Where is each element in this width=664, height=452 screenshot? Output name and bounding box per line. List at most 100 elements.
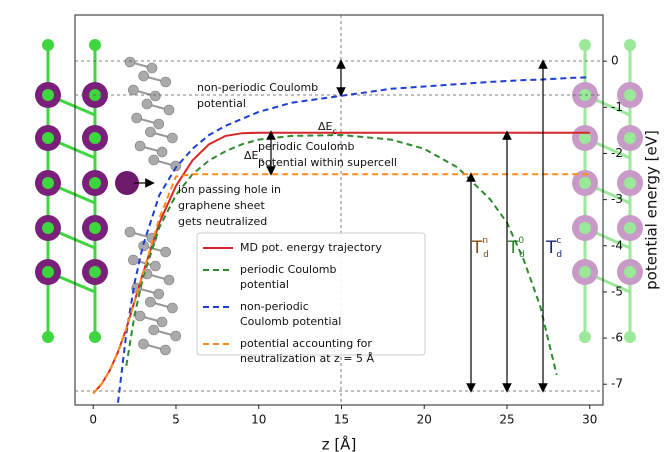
- atom: [160, 344, 171, 356]
- atom: [153, 288, 165, 300]
- y-tick-label: -7: [611, 377, 623, 391]
- y-tick-label: -1: [611, 100, 623, 114]
- annotation-part: c: [332, 127, 336, 136]
- y-tick-label: -4: [611, 238, 623, 252]
- annotation: Tc d: [545, 236, 562, 260]
- atom: [160, 76, 171, 88]
- x-tick-label: 0: [89, 413, 97, 427]
- atom: [156, 146, 168, 158]
- atom: [145, 126, 156, 138]
- atom: [145, 296, 156, 308]
- atom: [42, 266, 54, 278]
- atom: [160, 246, 171, 258]
- atom: [170, 330, 182, 342]
- y-tick-label: -3: [611, 192, 623, 206]
- atom: [42, 331, 54, 343]
- atom: [89, 222, 101, 234]
- atom: [138, 338, 149, 350]
- atom: [579, 222, 591, 234]
- atom: [163, 274, 175, 286]
- annotation-part: ΔE: [244, 149, 259, 162]
- atom: [579, 331, 591, 343]
- atom: [128, 84, 139, 96]
- atom: [148, 154, 160, 166]
- atom: [124, 226, 136, 238]
- atom: [128, 254, 139, 266]
- annotation: ΔEc: [318, 120, 337, 136]
- atom: [579, 177, 591, 189]
- atom: [163, 104, 175, 116]
- ion: [115, 171, 139, 195]
- energy-arrows: [134, 59, 548, 393]
- molecule-illustration: [35, 39, 643, 356]
- atom: [138, 70, 149, 82]
- x-tick-label: 15: [334, 413, 349, 427]
- annotation-part: T: [471, 238, 483, 258]
- series-line: [92, 131, 590, 395]
- legend-label-line: potential: [240, 278, 289, 291]
- annotation-part: d: [519, 250, 525, 260]
- annotation-part: n: [258, 156, 263, 165]
- atom: [153, 118, 165, 130]
- atom: [156, 316, 168, 328]
- atom: [89, 266, 101, 278]
- annotation: ion passing hole in: [178, 183, 281, 196]
- y-tick-label: -2: [611, 146, 623, 160]
- x-tick-label: 5: [172, 413, 180, 427]
- atom: [141, 98, 153, 110]
- annotation-part: ΔE: [318, 120, 333, 133]
- annotation: graphene sheet: [178, 199, 265, 212]
- atom: [146, 62, 158, 74]
- annotation: potential: [197, 97, 246, 110]
- annotation: potential within supercell: [258, 156, 397, 169]
- atom: [579, 132, 591, 144]
- annotation-part: c: [556, 236, 561, 246]
- atom: [42, 89, 54, 101]
- annotation-part: n: [482, 236, 488, 246]
- y-tick-label: -5: [611, 284, 623, 298]
- atom: [167, 302, 178, 314]
- annotation-part: 0: [518, 236, 524, 246]
- x-tick-label: 20: [417, 413, 432, 427]
- atom: [134, 140, 146, 152]
- x-axis-label: z [Å]: [322, 435, 357, 452]
- atom: [89, 39, 101, 51]
- atom: [42, 132, 54, 144]
- annotation: periodic Coulomb: [258, 140, 355, 153]
- atom: [134, 310, 146, 322]
- legend-label-line: MD pot. energy trajectory: [240, 241, 382, 254]
- atom: [170, 160, 182, 172]
- legend-label-line: non-periodic: [240, 300, 309, 313]
- atom: [624, 222, 636, 234]
- annotation-part: d: [556, 250, 562, 260]
- atom: [131, 112, 143, 124]
- annotation: T0 d: [507, 236, 525, 260]
- annotation: Tn d: [471, 236, 489, 260]
- annotation: non-periodic Coulomb: [197, 81, 318, 94]
- annotation-part: d: [483, 250, 489, 260]
- y-tick-label: 0: [611, 54, 619, 68]
- legend-label: periodic Coulomb potential: [240, 263, 337, 291]
- atom: [624, 132, 636, 144]
- x-tick-label: 30: [582, 413, 597, 427]
- x-tick-label: 10: [251, 413, 266, 427]
- atom: [148, 324, 160, 336]
- legend-label-line: neutralization at z = 5 Å: [240, 352, 375, 365]
- legend-label-line: Coulomb potential: [240, 315, 341, 328]
- legend-box: [196, 232, 426, 356]
- legend-label: non-periodic Coulomb potential: [240, 300, 341, 328]
- series-line: [117, 76, 590, 403]
- atom: [89, 177, 101, 189]
- axes: 0 5 10 15 20 25 30 0 -1 -2 -3 -4 -5 -6 -7 z [Å] potentia…: [89, 54, 660, 452]
- atom: [624, 331, 636, 343]
- atom: [124, 56, 136, 68]
- annotation: ΔEn: [244, 149, 264, 165]
- atom: [579, 39, 591, 51]
- atom: [624, 266, 636, 278]
- y-tick-label: -6: [611, 331, 623, 345]
- atom: [42, 39, 54, 51]
- atom: [167, 132, 178, 144]
- atom: [624, 177, 636, 189]
